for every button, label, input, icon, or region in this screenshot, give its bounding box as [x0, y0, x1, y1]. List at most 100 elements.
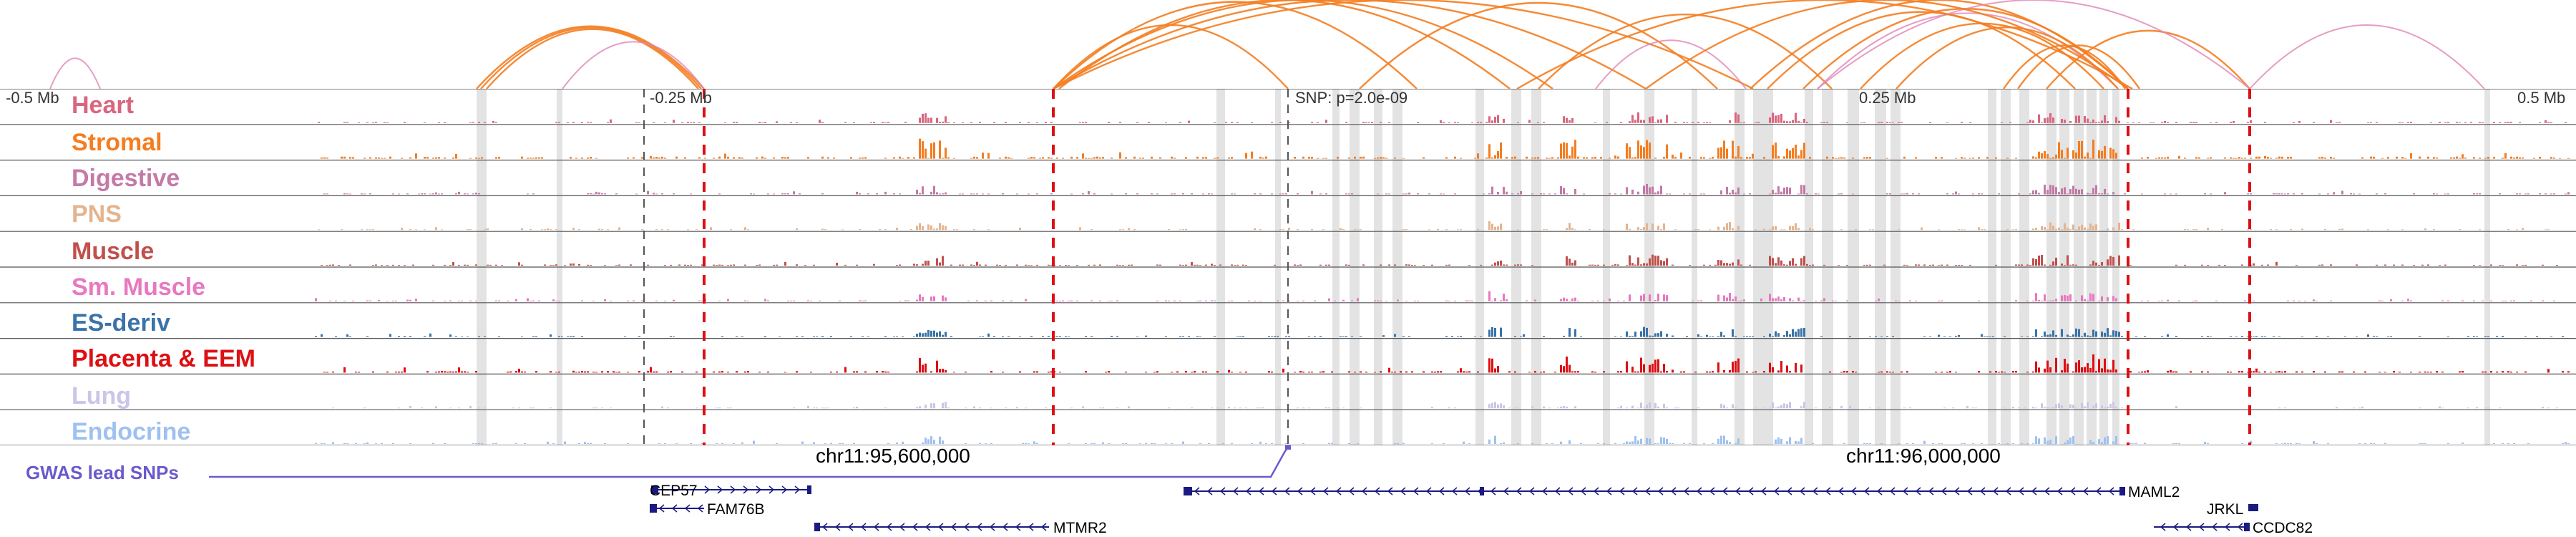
- signal-bar: [1763, 228, 1765, 231]
- track-label-es-deriv: ES-deriv: [72, 309, 170, 337]
- signal-bar: [919, 193, 921, 195]
- signal-bar: [2084, 406, 2086, 409]
- signal-bar: [1008, 336, 1010, 337]
- signal-bar: [2092, 405, 2094, 409]
- signal-bar: [1820, 122, 1823, 123]
- signal-bar: [518, 262, 520, 266]
- signal-bar: [2001, 371, 2003, 373]
- signal-bar: [1297, 193, 1299, 195]
- signal-bar: [1497, 115, 1499, 123]
- signal-bar: [2061, 263, 2063, 266]
- signal-bar: [1388, 193, 1390, 195]
- signal-bar: [1594, 122, 1596, 123]
- signal-bar: [1746, 371, 1748, 373]
- signal-bar: [641, 229, 643, 231]
- strand-chevron-icon: [937, 523, 944, 531]
- signal-bar: [867, 193, 869, 195]
- signal-bar: [1729, 120, 1731, 123]
- signal-bar: [970, 193, 972, 195]
- signal-bar: [1091, 158, 1093, 159]
- signal-bar: [784, 157, 786, 159]
- signal-bar: [976, 157, 978, 159]
- signal-bar: [1262, 407, 1264, 409]
- signal-bar: [2075, 362, 2077, 373]
- signal-bar: [590, 193, 592, 195]
- gene-fam76b[interactable]: FAM76B: [650, 501, 765, 518]
- signal-bar: [696, 229, 698, 231]
- signal-bar: [1328, 298, 1330, 301]
- signal-bar: [2015, 229, 2017, 231]
- gwas-lead-snp-marker[interactable]: [1285, 445, 1291, 450]
- signal-bar: [2064, 158, 2066, 159]
- strand-chevron-icon: [1219, 487, 1226, 495]
- signal-bar: [1597, 264, 1599, 266]
- gene-label-ccdc82: CCDC82: [2253, 520, 2313, 536]
- gene-mtmr2[interactable]: MTMR2: [814, 520, 1107, 536]
- scale-label-pos-quarter: 0.25 Mb: [1859, 89, 1916, 107]
- signal-bar: [1234, 193, 1236, 195]
- signal-bar: [1789, 402, 1791, 409]
- signal-bar: [1800, 185, 1802, 195]
- signal-bar: [2098, 193, 2100, 195]
- signal-bar: [939, 122, 941, 123]
- signal-bar: [1852, 158, 1854, 159]
- signal-bar: [647, 371, 649, 373]
- signal-bar: [2207, 228, 2209, 231]
- signal-bar: [2504, 153, 2507, 159]
- gene-jrkl[interactable]: JRKL: [2207, 501, 2258, 518]
- signal-bar: [2545, 193, 2547, 195]
- signal-bar: [1915, 157, 1917, 159]
- strand-chevron-icon: [1876, 487, 1883, 495]
- signal-bar: [2261, 264, 2263, 266]
- signal-bar: [455, 193, 457, 195]
- signal-bar: [793, 407, 795, 409]
- signal-bar: [776, 264, 778, 266]
- signal-bar: [1554, 193, 1556, 195]
- gene-ccdc82[interactable]: CCDC82: [2154, 520, 2313, 536]
- signal-bar: [1961, 122, 1963, 123]
- signal-bar: [1076, 264, 1078, 266]
- signal-bar: [1886, 371, 1888, 373]
- signal-bar: [1520, 264, 1522, 266]
- signal-bar: [1362, 156, 1365, 159]
- signal-bar: [1460, 229, 1462, 231]
- strand-chevron-icon: [2018, 487, 2024, 495]
- signal-bar: [1789, 334, 1791, 337]
- signal-bar: [2253, 371, 2255, 373]
- signal-bar: [527, 298, 529, 301]
- signal-bar: [1028, 443, 1030, 444]
- signal-bar: [492, 120, 494, 123]
- signal-bar: [2092, 294, 2094, 301]
- gene-cep57[interactable]: CEP57: [650, 483, 811, 499]
- strand-chevron-icon: [847, 523, 854, 531]
- track-label-stromal: Stromal: [72, 129, 162, 156]
- signal-bar: [1325, 193, 1327, 195]
- signal-bar: [1674, 157, 1677, 159]
- signal-bar: [1302, 156, 1304, 159]
- signal-bar: [1506, 264, 1508, 266]
- signal-bar: [1537, 122, 1539, 123]
- gene-maml2[interactable]: MAML2: [1184, 484, 2180, 500]
- signal-bar: [2046, 154, 2049, 159]
- signal-bar: [2358, 193, 2361, 195]
- signal-bar: [2441, 300, 2444, 301]
- signal-bar: [667, 407, 669, 409]
- signal-bar: [627, 442, 629, 444]
- signal-bar: [1992, 336, 1994, 337]
- signal-bar: [2049, 367, 2051, 373]
- signal-bar: [1886, 122, 1888, 123]
- signal-bar: [945, 147, 947, 159]
- signal-bar: [841, 442, 844, 444]
- signal-bar: [1548, 407, 1551, 409]
- signal-bar: [1337, 407, 1339, 409]
- signal-bar: [1560, 143, 1562, 159]
- signal-bar: [1594, 157, 1596, 159]
- signal-bar: [1571, 298, 1574, 301]
- signal-bar: [2298, 120, 2301, 123]
- signal-bar: [1740, 264, 1742, 266]
- signal-bar: [1574, 371, 1576, 373]
- signal-bar: [1128, 406, 1130, 409]
- signal-bar: [784, 193, 786, 195]
- signal-bar: [2107, 259, 2109, 266]
- signal-bar: [733, 122, 735, 123]
